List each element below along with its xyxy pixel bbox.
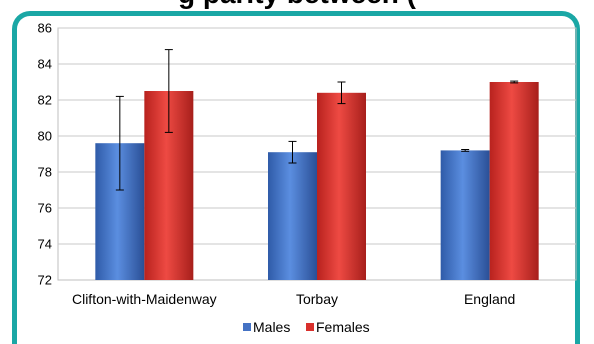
y-tick-label: 72 [38,273,52,288]
legend-label-males: Males [253,319,290,335]
legend-label-females: Females [316,319,370,335]
category-label: England [464,291,515,307]
chart-title-fragment: g parity between ( [0,0,594,10]
y-tick-label: 82 [38,93,52,108]
y-tick-label: 84 [38,57,52,72]
category-label: Torbay [296,291,338,307]
bar-females-1 [317,92,366,280]
bar-males-2 [440,150,490,280]
y-tick-label: 76 [38,201,52,216]
y-tick-label: 80 [38,129,52,144]
legend-swatch-males [243,323,251,331]
bar-females-2 [489,82,539,280]
y-tick-label: 86 [38,21,52,36]
y-tick-label: 78 [38,165,52,180]
category-label: Clifton-with-Maidenway [72,291,217,307]
legend-swatch-females [306,323,314,331]
y-tick-label: 74 [38,237,52,252]
bar-males-1 [268,152,317,280]
